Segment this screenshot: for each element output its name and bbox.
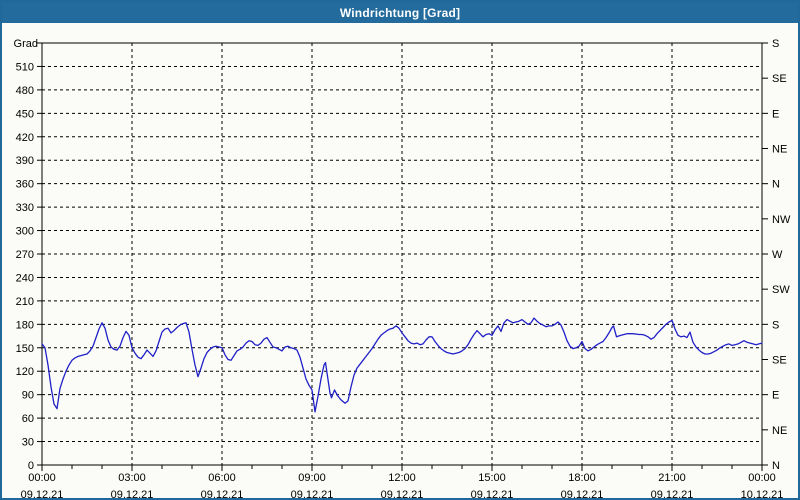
svg-text:90: 90 (22, 390, 34, 402)
svg-text:E: E (772, 108, 779, 120)
svg-text:450: 450 (16, 108, 34, 120)
svg-text:W: W (772, 249, 783, 261)
svg-text:21:00: 21:00 (658, 472, 686, 484)
svg-text:480: 480 (16, 85, 34, 97)
svg-text:09.12.21: 09.12.21 (201, 489, 244, 500)
svg-text:09.12.21: 09.12.21 (381, 489, 424, 500)
svg-text:09.12.21: 09.12.21 (561, 489, 604, 500)
svg-text:00:00: 00:00 (28, 472, 56, 484)
svg-text:120: 120 (16, 366, 34, 378)
svg-text:180: 180 (16, 319, 34, 331)
svg-text:09.12.21: 09.12.21 (291, 489, 334, 500)
svg-text:360: 360 (16, 179, 34, 191)
svg-text:09.12.21: 09.12.21 (471, 489, 514, 500)
svg-text:E: E (772, 390, 779, 402)
svg-text:330: 330 (16, 202, 34, 214)
svg-text:420: 420 (16, 132, 34, 144)
svg-text:Grad: Grad (14, 38, 38, 50)
svg-text:NE: NE (772, 144, 787, 156)
svg-text:03:00: 03:00 (118, 472, 146, 484)
svg-text:15:00: 15:00 (478, 472, 506, 484)
svg-text:09.12.21: 09.12.21 (651, 489, 694, 500)
svg-text:09.12.21: 09.12.21 (111, 489, 154, 500)
svg-text:150: 150 (16, 343, 34, 355)
svg-text:SE: SE (772, 355, 787, 367)
svg-text:300: 300 (16, 226, 34, 238)
svg-text:00:00: 00:00 (748, 472, 776, 484)
svg-text:N: N (772, 179, 780, 191)
svg-text:N: N (772, 460, 780, 472)
svg-text:NW: NW (772, 214, 791, 226)
svg-text:06:00: 06:00 (208, 472, 236, 484)
svg-text:30: 30 (22, 437, 34, 449)
svg-text:210: 210 (16, 296, 34, 308)
chart-title: Windrichtung [Grad] (339, 5, 461, 20)
svg-text:09:00: 09:00 (298, 472, 326, 484)
svg-text:240: 240 (16, 272, 34, 284)
svg-text:60: 60 (22, 413, 34, 425)
svg-text:S: S (772, 319, 779, 331)
svg-text:10.12.21: 10.12.21 (741, 489, 784, 500)
svg-text:510: 510 (16, 61, 34, 73)
svg-text:S: S (772, 38, 779, 50)
svg-text:0: 0 (28, 460, 34, 472)
svg-text:18:00: 18:00 (568, 472, 596, 484)
svg-text:SW: SW (772, 284, 790, 296)
svg-text:390: 390 (16, 155, 34, 167)
svg-text:SE: SE (772, 73, 787, 85)
svg-text:09.12.21: 09.12.21 (21, 489, 64, 500)
title-bar: Windrichtung [Grad] (2, 2, 798, 23)
svg-text:NE: NE (772, 425, 787, 437)
svg-text:270: 270 (16, 249, 34, 261)
svg-text:12:00: 12:00 (388, 472, 416, 484)
